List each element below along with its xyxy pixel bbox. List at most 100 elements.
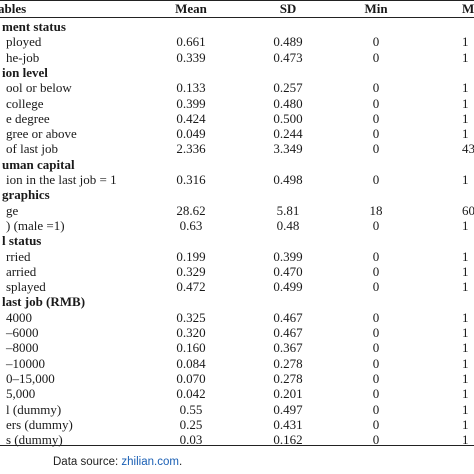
- variable-label: 0–15,000: [6, 370, 55, 386]
- data-source-note: Data source: zhilian.com.: [53, 456, 182, 468]
- header-min: Min: [364, 1, 388, 16]
- sd-cell: 0.480: [273, 95, 303, 111]
- section-header-row: graphics: [0, 187, 474, 202]
- max-cell: 1: [462, 432, 469, 448]
- table-row: –6000 0.320 0.467 0 1: [0, 325, 474, 340]
- sd-cell: 0.500: [273, 110, 303, 126]
- table-row: 0–15,000 0.070 0.278 0 1: [0, 371, 474, 386]
- max-cell: 1: [462, 217, 469, 233]
- max-cell: 1: [462, 340, 469, 356]
- mean-cell: 0.329: [176, 263, 206, 279]
- mean-cell: 0.042: [176, 386, 206, 402]
- mean-cell: 0.472: [176, 279, 206, 295]
- max-cell: 1: [462, 126, 469, 142]
- section-label: graphics: [2, 187, 50, 203]
- mean-cell: 0.25: [179, 416, 203, 432]
- variable-label: –6000: [6, 325, 39, 340]
- section-label: ion level: [2, 64, 48, 80]
- table-row: e degree 0.424 0.500 0 1: [0, 111, 474, 126]
- table-bottom-rule: [0, 445, 474, 446]
- variable-label: ool or below: [6, 80, 72, 96]
- table-row: ployed 0.661 0.489 0 1: [0, 34, 474, 49]
- min-cell: 0: [372, 325, 380, 340]
- max-cell: 60: [462, 202, 474, 218]
- sd-cell: 0.201: [273, 386, 303, 402]
- mean-cell: 0.424: [176, 110, 206, 126]
- max-cell: 43: [462, 141, 474, 157]
- variable-label: he-job: [6, 49, 40, 65]
- sd-cell: 0.367: [273, 340, 303, 356]
- table-row: s (dummy) 0.03 0.162 0 1: [0, 432, 474, 447]
- variable-label: 5,000: [6, 386, 36, 402]
- mean-cell: 0.661: [176, 34, 206, 50]
- section-header-row: uman capital: [0, 157, 474, 172]
- min-cell: 0: [372, 217, 380, 233]
- min-cell: 0: [372, 110, 380, 126]
- sd-cell: 0.499: [273, 279, 303, 295]
- min-cell: 0: [372, 172, 380, 187]
- table-header-row: ables Mean SD Min Ma: [0, 1, 474, 16]
- section-label: uman capital: [2, 156, 75, 172]
- table-header-rule: [0, 17, 474, 18]
- mean-cell: 0.084: [176, 355, 206, 371]
- max-cell: 1: [462, 49, 469, 65]
- min-cell: 0: [372, 370, 380, 386]
- header-variables: ables: [0, 1, 27, 16]
- sd-cell: 3.349: [273, 141, 303, 157]
- data-source-suffix: .: [178, 456, 183, 468]
- variable-label: –10000: [6, 355, 45, 371]
- max-cell: 1: [462, 172, 469, 187]
- max-cell: 1: [462, 355, 469, 371]
- data-source-link[interactable]: zhilian.com: [121, 456, 179, 468]
- mean-cell: 0.199: [176, 248, 206, 264]
- min-cell: 0: [372, 263, 380, 279]
- sd-cell: 0.278: [273, 355, 303, 371]
- table-row: –8000 0.160 0.367 0 1: [0, 340, 474, 355]
- max-cell: 1: [462, 34, 469, 50]
- variable-label: e degree: [6, 110, 50, 126]
- min-cell: 0: [372, 34, 380, 50]
- min-cell: 0: [372, 95, 380, 111]
- header-max: Ma: [462, 1, 474, 16]
- mean-cell: 0.049: [176, 126, 206, 142]
- table-row: college 0.399 0.480 0 1: [0, 96, 474, 111]
- mean-cell: 0.320: [176, 325, 206, 340]
- variable-label: s (dummy): [6, 432, 63, 448]
- mean-cell: 0.070: [176, 370, 206, 386]
- min-cell: 0: [372, 279, 380, 295]
- mean-cell: 0.55: [179, 401, 203, 417]
- min-cell: 0: [372, 49, 380, 65]
- mean-cell: 0.339: [176, 49, 206, 65]
- sd-cell: 0.473: [273, 49, 303, 65]
- min-cell: 0: [372, 141, 380, 157]
- variable-label: –8000: [6, 340, 39, 356]
- mean-cell: 0.316: [176, 172, 206, 187]
- table-row: –10000 0.084 0.278 0 1: [0, 356, 474, 371]
- sd-cell: 0.278: [273, 370, 303, 386]
- table-row: rried 0.199 0.399 0 1: [0, 249, 474, 264]
- mean-cell: 0.03: [179, 432, 203, 448]
- max-cell: 1: [462, 95, 469, 111]
- min-cell: 0: [372, 340, 380, 356]
- sd-cell: 0.244: [273, 126, 303, 142]
- min-cell: 0: [372, 126, 380, 142]
- min-cell: 0: [372, 248, 380, 264]
- max-cell: 1: [462, 263, 469, 279]
- max-cell: 1: [462, 110, 469, 126]
- section-label: ment status: [2, 19, 66, 34]
- min-cell: 0: [372, 309, 380, 325]
- min-cell: 0: [372, 386, 380, 402]
- min-cell: 0: [372, 80, 380, 96]
- min-cell: 0: [372, 416, 380, 432]
- min-cell: 18: [369, 202, 383, 218]
- variable-label: gree or above: [6, 126, 77, 142]
- mean-cell: 0.133: [176, 80, 206, 96]
- mean-cell: 0.160: [176, 340, 206, 356]
- variable-label: college: [6, 95, 44, 111]
- section-label: l status: [2, 233, 42, 249]
- table-row: l (dummy) 0.55 0.497 0 1: [0, 402, 474, 417]
- header-mean: Mean: [175, 1, 207, 16]
- mean-cell: 0.63: [179, 217, 203, 233]
- max-cell: 1: [462, 309, 469, 325]
